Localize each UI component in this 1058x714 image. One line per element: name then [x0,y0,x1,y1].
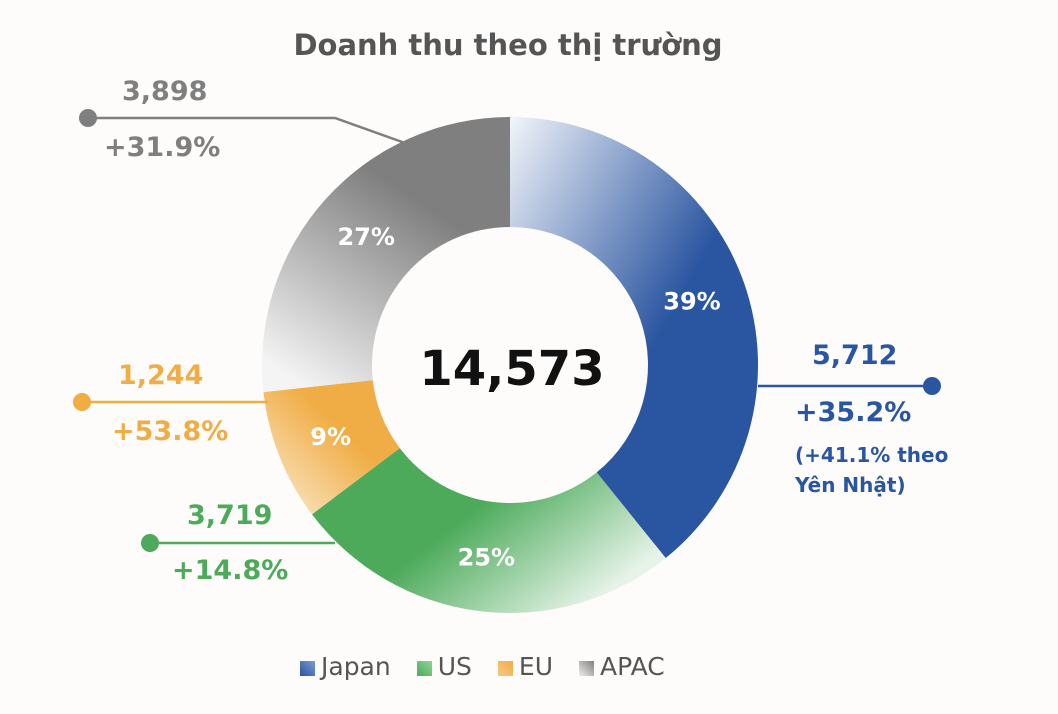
leader-dot-japan [923,377,941,395]
leader-lines [73,109,941,552]
value-label-us: 3,719 [187,500,273,531]
legend-swatch [579,660,595,676]
legend-swatch [300,660,315,676]
slice-apac [261,117,510,393]
slice-eu [263,380,400,515]
legend-item-japan: Japan [300,652,391,681]
growth-label-us: +14.8% [172,555,289,586]
percent-label-us: 25% [458,544,515,572]
value-label-japan: 5,712 [812,340,898,371]
leader-dot-apac [79,109,97,127]
percent-label-japan: 39% [663,288,720,316]
percent-label-apac: 27% [338,223,395,251]
legend-swatch [416,660,432,676]
slice-us [312,448,666,613]
legend: Japan US EU APAC [300,652,665,681]
slice-japan [510,117,758,559]
legend-item-apac: APAC [579,652,665,681]
chart-title: Doanh thu theo thị trường [293,28,723,62]
growth-label-apac: +31.9% [104,132,221,163]
value-label-eu: 1,244 [118,360,204,391]
growth-label-japan: +35.2% [795,397,912,428]
percent-label-eu: 9% [310,423,351,451]
growth-label-eu: +53.8% [112,416,229,447]
legend-swatch [497,660,513,676]
legend-item-us: US [416,652,472,681]
legend-item-eu: EU [497,652,553,681]
leader-dot-us [141,534,159,552]
total-label: 14,573 [419,341,604,397]
value-label-apac: 3,898 [122,76,208,107]
leader-dot-eu [73,393,91,411]
leader-line-apac [88,116,406,145]
japan-note: (+41.1% theo Yên Nhật) [795,443,949,497]
